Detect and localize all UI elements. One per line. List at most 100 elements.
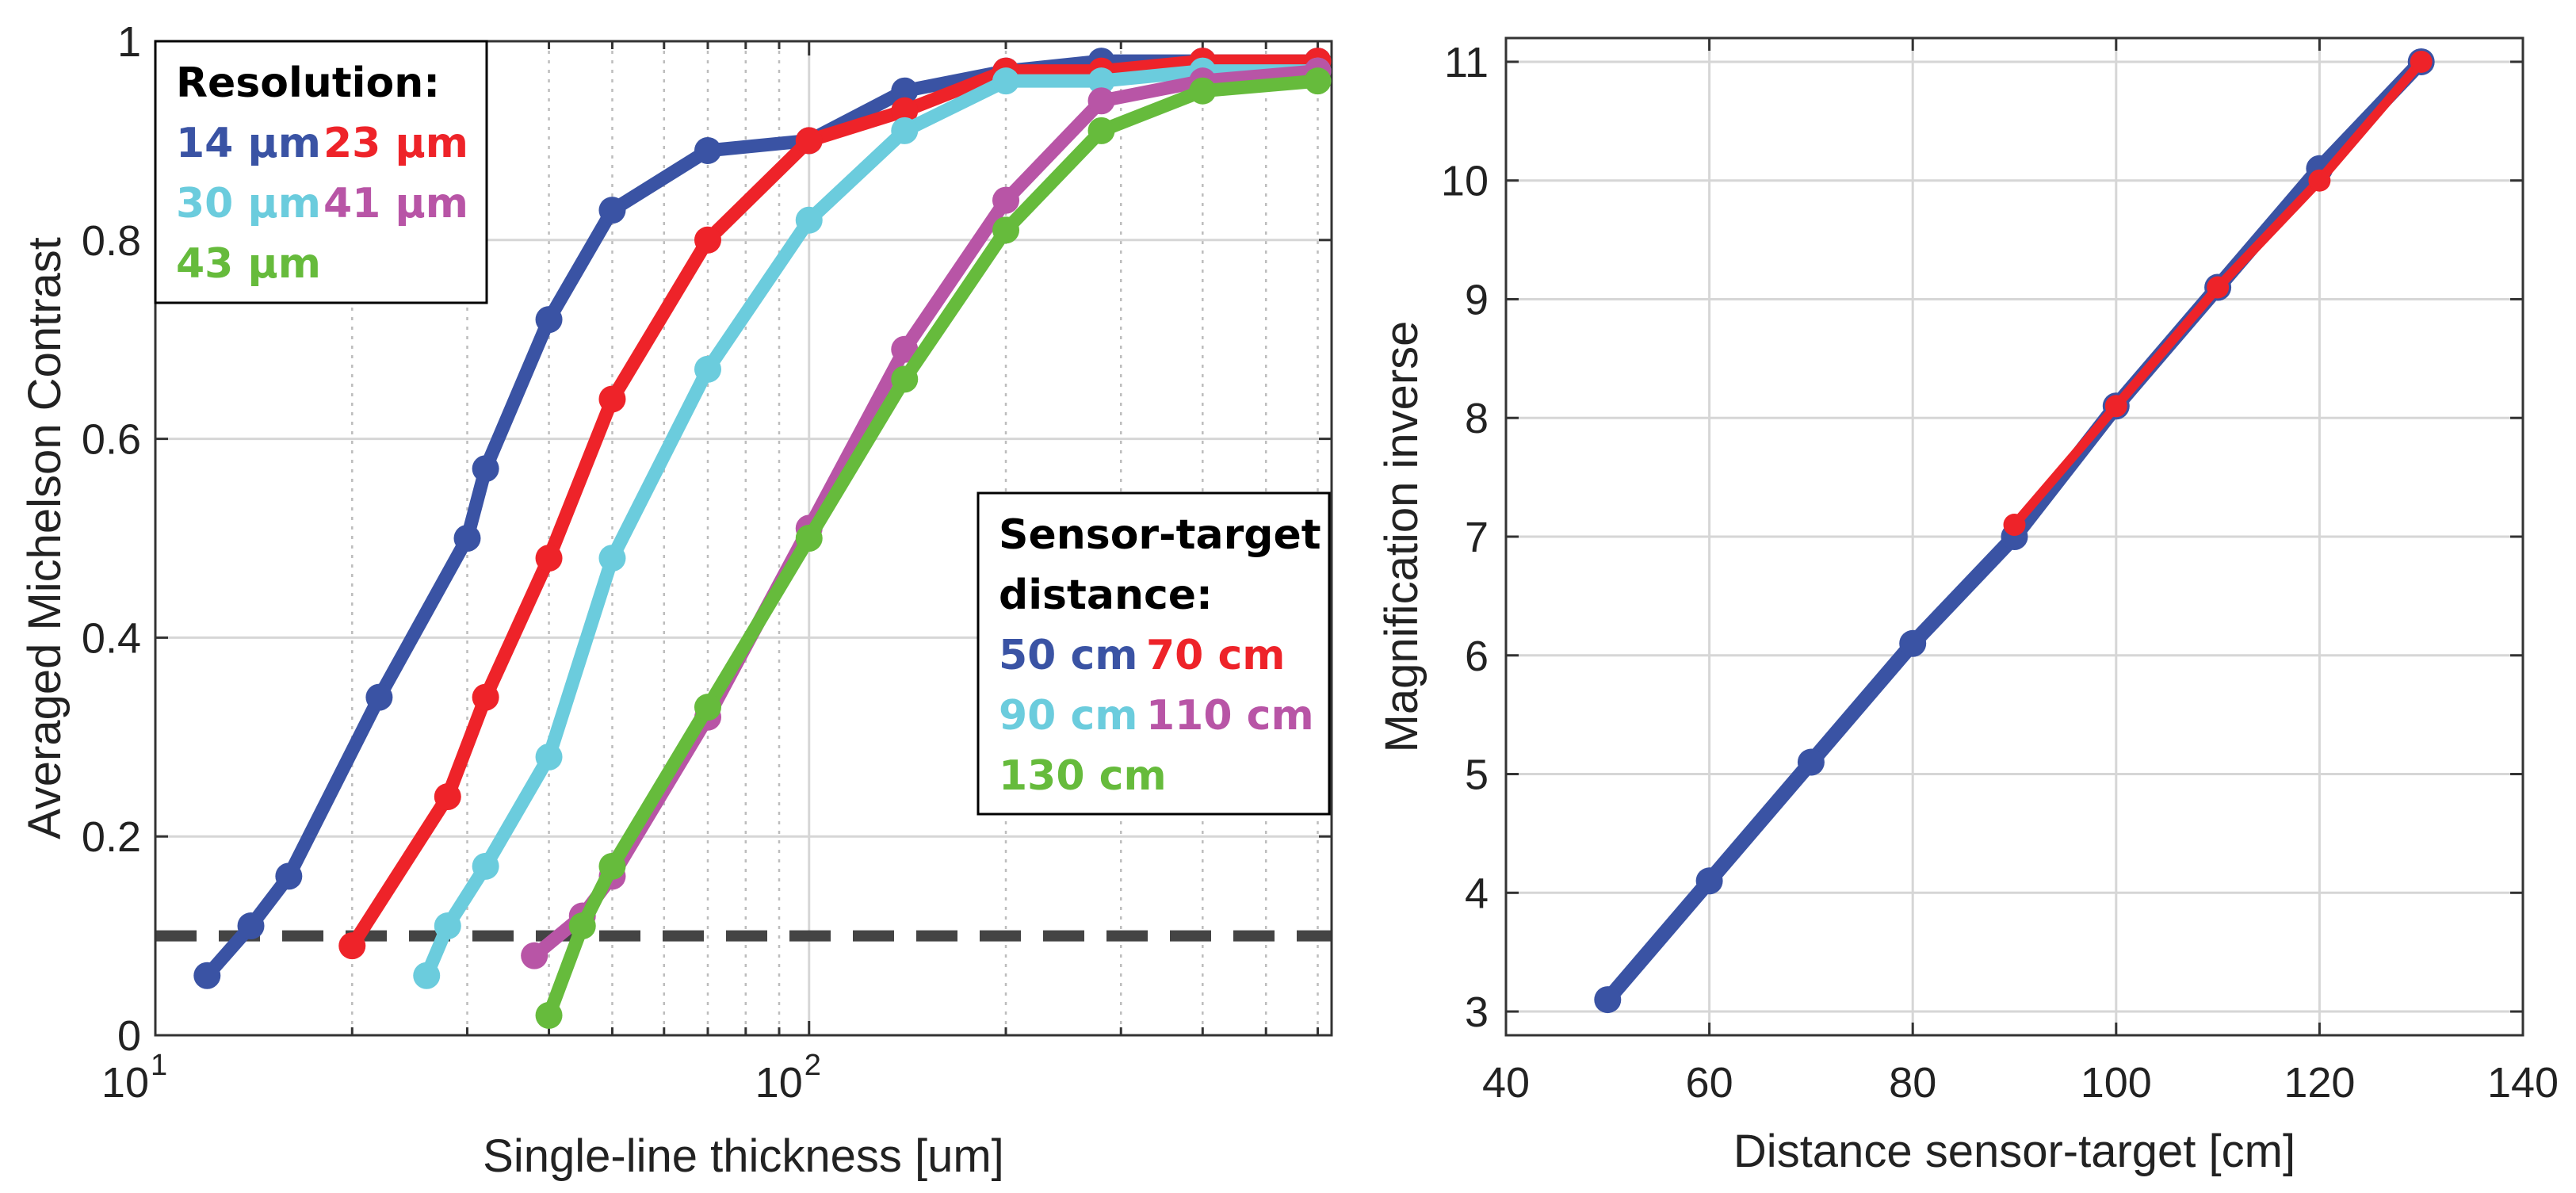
data-point: [472, 455, 499, 483]
data-point: [535, 743, 563, 770]
x-tick-label: 60: [1686, 1059, 1733, 1107]
legend-item: 110 cm: [1146, 692, 1314, 740]
data-point: [413, 962, 441, 989]
data-point: [193, 962, 221, 989]
y-tick-label: 0.2: [82, 813, 141, 861]
data-point: [1304, 67, 1332, 95]
y-tick-label: 0.4: [82, 614, 141, 662]
data-point: [568, 912, 596, 940]
x-tick-label-exponent: 2: [805, 1049, 821, 1082]
data-point: [275, 862, 303, 890]
y-tick-label: 3: [1465, 988, 1489, 1036]
legend-item: 90 cm: [999, 692, 1137, 740]
legend-box: [977, 491, 1331, 816]
y-tick-label: 6: [1465, 633, 1489, 680]
y-tick-label: 10: [1441, 158, 1489, 205]
y-tick-label: 5: [1465, 751, 1489, 799]
legend-title: Resolution:: [176, 59, 440, 107]
data-point: [795, 525, 823, 552]
data-point: [1594, 986, 1622, 1014]
data-point: [1695, 867, 1723, 895]
data-point: [237, 912, 265, 940]
y-tick-label: 0.6: [82, 416, 141, 464]
data-point: [2410, 50, 2433, 73]
x-tick-label: 40: [1482, 1059, 1530, 1107]
x-tick-label: 80: [1889, 1059, 1936, 1107]
series-line: [542, 74, 1325, 1023]
y-tick-label: 1: [117, 18, 141, 66]
x-tick-label-base: 10: [755, 1059, 803, 1107]
data-point: [1087, 117, 1115, 144]
data-point: [891, 117, 919, 144]
y-tick-label: 0.8: [82, 217, 141, 265]
data-point: [795, 127, 823, 155]
legend-title: distance:: [999, 572, 1213, 619]
y-axis-label: Magnification inverse: [1376, 321, 1428, 753]
legend-item: 30 µm: [176, 180, 321, 228]
y-tick-label: 8: [1465, 395, 1489, 442]
data-point: [434, 912, 461, 940]
data-point: [1087, 67, 1115, 95]
data-point: [535, 545, 563, 572]
x-tick-label-exponent: 1: [151, 1049, 167, 1082]
right-chart: 40 60 80 100 120 140 3 4 5 6 7 8 9 10 11 Distance senso…: [1376, 36, 2559, 1177]
data-point: [1899, 629, 1927, 657]
data-point: [434, 783, 461, 811]
y-tick-label: 7: [1465, 514, 1489, 561]
series-line: [345, 54, 1325, 953]
data-point: [891, 365, 919, 393]
data-point: [795, 206, 823, 234]
x-tick-label: 120: [2284, 1059, 2355, 1107]
data-point: [521, 942, 548, 969]
data-point: [891, 77, 919, 105]
plot-frame: [154, 40, 1333, 1037]
legend-item: 43 µm: [176, 240, 321, 288]
data-point: [694, 136, 721, 164]
data-point: [891, 335, 919, 363]
x-tick-label: 140: [2487, 1059, 2559, 1107]
data-point: [694, 355, 721, 383]
data-point: [472, 683, 499, 711]
data-point: [535, 306, 563, 334]
data-point: [338, 932, 366, 960]
data-point: [365, 683, 393, 711]
data-point: [694, 226, 721, 254]
data-point: [535, 1001, 563, 1029]
data-point: [598, 545, 626, 572]
legend-item: 70 cm: [1146, 632, 1285, 679]
x-axis-label: Single-line thickness [um]: [483, 1130, 1004, 1182]
legend-item: 41 µm: [323, 180, 468, 228]
data-point: [992, 216, 1020, 244]
x-axis-label: Distance sensor-target [cm]: [1733, 1126, 2295, 1177]
data-point: [472, 852, 499, 880]
data-point: [453, 525, 481, 552]
legend-item: 50 cm: [999, 632, 1137, 679]
data-point: [992, 67, 1020, 95]
legend-item: 23 µm: [323, 120, 468, 167]
data-point: [891, 97, 919, 124]
data-point: [2308, 169, 2331, 192]
legend-item: 14 µm: [176, 120, 321, 167]
y-tick-label: 9: [1465, 276, 1489, 323]
y-tick-label: 11: [1444, 39, 1489, 86]
y-axis-label: Averaged Michelson Contrast: [19, 237, 71, 839]
data-point: [2104, 395, 2127, 418]
data-point: [598, 852, 626, 880]
data-point: [2207, 276, 2230, 299]
data-point: [694, 694, 721, 721]
data-point: [1797, 748, 1825, 776]
data-point: [598, 197, 626, 224]
data-point: [1087, 87, 1115, 115]
y-tick-label: 4: [1465, 870, 1489, 917]
data-point: [2003, 514, 2026, 537]
legend-box: [154, 40, 488, 304]
legend-title: Sensor-target: [999, 511, 1321, 559]
x-tick-label-base: 10: [101, 1059, 149, 1107]
y-tick-label: 0: [117, 1012, 141, 1060]
x-tick-label: 100: [2081, 1059, 2152, 1107]
data-point: [1189, 77, 1217, 105]
data-point: [598, 385, 626, 413]
legend-item: 130 cm: [999, 752, 1167, 800]
